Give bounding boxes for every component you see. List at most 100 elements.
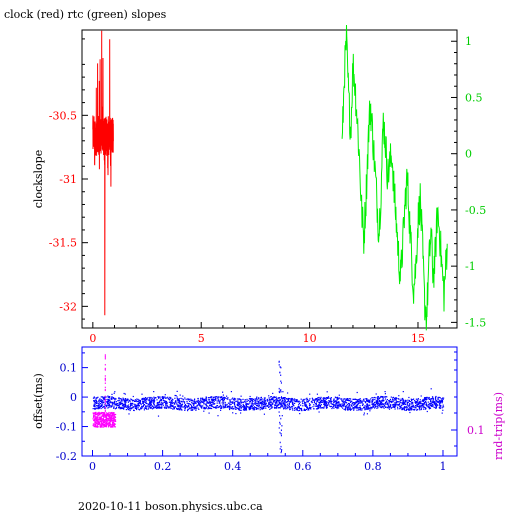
offset-point [442, 406, 444, 408]
offset-point [171, 405, 173, 407]
offset-point [389, 403, 391, 406]
offset-point [429, 402, 431, 405]
roundtrip-point [100, 423, 102, 425]
offset-spike-point [279, 448, 281, 450]
offset-point [302, 405, 304, 407]
offset-point [165, 402, 167, 404]
offset-point [97, 396, 99, 398]
bottom-x-tick-label: 1 [439, 460, 446, 473]
offset-point [335, 401, 337, 403]
offset-point [341, 399, 343, 401]
offset-spike-point [280, 391, 282, 393]
offset-point [306, 400, 308, 402]
offset-point [410, 403, 413, 405]
offset-point [200, 405, 202, 407]
offset-point [310, 406, 312, 409]
roundtrip-point [102, 420, 104, 422]
offset-point [226, 395, 228, 397]
offset-point [255, 408, 258, 410]
offset-point [195, 402, 197, 404]
offset-point [397, 408, 399, 410]
offset-point [333, 398, 335, 400]
offset-point [289, 407, 291, 409]
offset-point [255, 407, 257, 409]
offset-point [413, 398, 415, 400]
offset-point [95, 399, 97, 401]
offset-point [238, 405, 240, 407]
roundtrip-point [108, 423, 110, 425]
offset-point [222, 402, 224, 404]
offset-point [148, 396, 150, 399]
offset-point [404, 401, 406, 403]
offset-point [245, 409, 248, 411]
offset-point [99, 403, 101, 405]
offset-point [251, 405, 253, 407]
offset-point [151, 399, 153, 401]
offset-point [411, 401, 413, 403]
offset-point [315, 402, 317, 404]
roundtrip-point [99, 426, 101, 428]
offset-point [292, 403, 294, 405]
offset-point [96, 397, 98, 399]
offset-point [411, 399, 413, 401]
offset-point [173, 402, 176, 404]
offset-point [146, 406, 148, 408]
offset-point [390, 400, 392, 402]
offset-point [281, 405, 283, 407]
offset-point [107, 402, 110, 404]
offset-point [430, 400, 432, 402]
offset-point [104, 404, 106, 406]
offset-point [130, 404, 132, 406]
roundtrip-point [106, 423, 108, 425]
offset-point [163, 396, 165, 398]
offset-point [211, 405, 213, 407]
offset-point [99, 400, 101, 402]
offset-point [423, 403, 425, 405]
offset-point [237, 402, 239, 404]
offset-point [248, 399, 250, 402]
offset-point [409, 406, 411, 408]
offset-point [121, 407, 123, 410]
offset-point [261, 407, 264, 409]
offset-point [169, 396, 171, 398]
offset-point [142, 400, 144, 402]
offset-point [198, 399, 200, 401]
offset-point [399, 405, 401, 407]
offset-spike-point [280, 417, 282, 420]
offset-point [125, 409, 127, 411]
offset-point [250, 405, 253, 407]
offset-point [343, 408, 345, 410]
offset-point [377, 396, 379, 398]
offset-point [366, 399, 368, 401]
offset-point [186, 400, 188, 402]
offset-point [96, 405, 98, 407]
offset-point [176, 403, 178, 405]
offset-point [439, 400, 442, 402]
offset-point [374, 407, 376, 409]
offset-point [263, 403, 265, 405]
roundtrip-point [97, 420, 99, 422]
offset-point [209, 402, 211, 404]
offset-point [218, 401, 221, 403]
offset-point [363, 412, 365, 414]
offset-point [426, 405, 428, 407]
offset-point [344, 405, 346, 407]
roundtrip-point [102, 415, 104, 417]
offset-point [349, 400, 351, 402]
offset-point [264, 400, 266, 402]
offset-point [374, 403, 377, 406]
offset-point [222, 398, 224, 400]
offset-point [328, 400, 330, 402]
offset-point [364, 407, 366, 409]
offset-point [261, 407, 263, 410]
offset-point [422, 405, 424, 407]
offset-point [150, 407, 152, 409]
offset-point [230, 407, 232, 410]
offset-point [224, 405, 227, 407]
offset-point [213, 401, 215, 403]
offset-point [194, 407, 196, 409]
offset-point [232, 406, 234, 408]
roundtrip-point [99, 412, 101, 414]
offset-point [298, 404, 300, 406]
offset-point [123, 401, 126, 403]
